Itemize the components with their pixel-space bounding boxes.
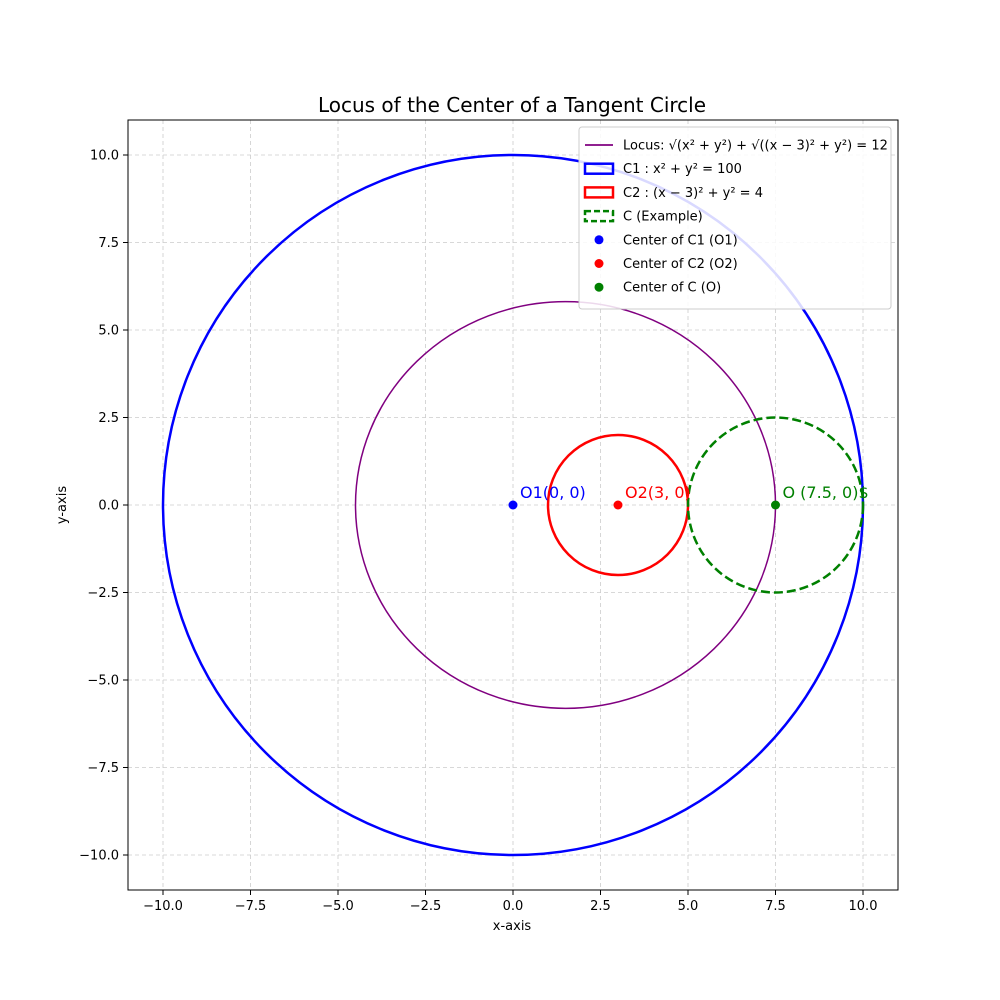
legend-label-center-c1: Center of C1 (O1) <box>623 233 738 248</box>
legend-box <box>578 126 892 310</box>
legend-swatch-c-example <box>583 209 615 223</box>
y-tick-label: 5.0 <box>98 324 119 339</box>
y-tick-label: −2.5 <box>87 586 119 601</box>
x-tick-label: −5.0 <box>322 899 354 914</box>
x-tick-label: 5.0 <box>678 899 699 914</box>
legend: Locus: √(x² + y²) + √((x − 3)² + y²) = 1… <box>578 126 892 310</box>
legend-label-locus: Locus: √(x² + y²) + √((x − 3)² + y²) = 1… <box>623 139 888 154</box>
point-label-o: O (7.5, 0)$ <box>783 483 869 502</box>
x-tick-label: −2.5 <box>410 899 442 914</box>
legend-swatch-center-c <box>594 282 604 292</box>
legend-label-c1: C1 : x² + y² = 100 <box>623 162 742 177</box>
legend-swatch-center-c2 <box>594 259 604 268</box>
legend-swatch-center-c1 <box>594 235 604 245</box>
x-tick-label: 2.5 <box>590 899 611 914</box>
y-tick-label: −10.0 <box>79 849 119 864</box>
y-tick-label: −7.5 <box>87 761 119 776</box>
legend-label-c2: C2 : (x − 3)² + y² = 4 <box>623 186 763 201</box>
point-o2 <box>613 500 623 510</box>
legend-label-c-example: C (Example) <box>623 210 703 225</box>
x-tick-label: 7.5 <box>765 899 786 914</box>
y-tick-label: 2.5 <box>98 411 119 426</box>
legend-swatch-c2 <box>583 186 615 199</box>
x-tick-label: 10.0 <box>849 899 878 914</box>
x-axis-label: x-axis <box>493 919 532 934</box>
points-layer: O1(0, 0) O2(3, 0) O (7.5, 0)$ <box>508 483 869 510</box>
point-label-o1: O1(0, 0) <box>520 483 586 502</box>
legend-swatch-c1 <box>583 162 615 175</box>
y-tick-label: 10.0 <box>90 149 119 164</box>
y-axis-label: y-axis <box>55 486 70 524</box>
point-label-o2: O2(3, 0) <box>625 483 691 502</box>
point-o <box>771 500 780 510</box>
y-tick-label: −5.0 <box>87 674 119 689</box>
x-tick-label: 0.0 <box>503 899 524 914</box>
y-tick-label: 0.0 <box>98 499 119 514</box>
legend-label-center-c2: Center of C2 (O2) <box>623 257 738 272</box>
x-tick-label: −10.0 <box>143 899 183 914</box>
y-tick-label: 7.5 <box>98 236 119 251</box>
x-tick-label: −7.5 <box>235 899 267 914</box>
series-c-example <box>686 416 865 594</box>
ticks: −10.0 −7.5 −5.0 −2.5 0.0 2.5 5.0 7.5 10.0 −10.0 −7… <box>79 149 877 915</box>
legend-label-center-c: Center of C (O) <box>623 281 721 296</box>
chart-title: Locus of the Center of a Tangent Circle <box>318 93 706 117</box>
point-o1 <box>508 500 518 510</box>
